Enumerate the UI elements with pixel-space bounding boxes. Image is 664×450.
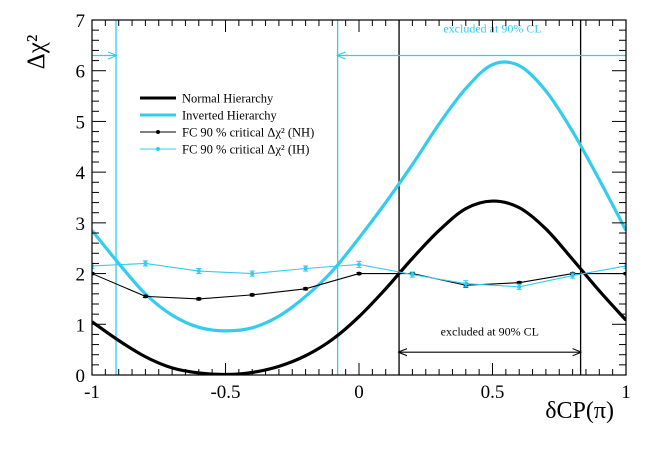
x-tick-label: 1 xyxy=(621,382,631,403)
fc-critical-ih-point xyxy=(517,284,522,289)
y-tick-label: 1 xyxy=(76,315,86,336)
fc-critical-nh-point xyxy=(303,286,308,291)
x-tick-label: -1 xyxy=(84,382,100,403)
fc-critical-nh-point xyxy=(250,292,255,297)
axis-ticks: -1 -0.5 0 0.5 1 0 1 2 3 4 5 6 7 xyxy=(76,11,631,403)
legend-label: Normal Hierarchy xyxy=(182,92,274,106)
legend: Normal Hierarchy Inverted Hierarchy FC 90 … xyxy=(140,92,314,157)
legend-label: FC 90 % critical Δχ² (IH) xyxy=(182,143,309,157)
fc-critical-ih-point xyxy=(303,266,308,271)
x-tick-label: 0.5 xyxy=(481,382,505,403)
fc-critical-ih-point xyxy=(570,273,575,278)
fc-critical-ih-point xyxy=(196,269,201,274)
y-tick-label: 2 xyxy=(76,265,86,286)
x-axis-title: δCP(π) xyxy=(545,398,614,424)
fc-critical-ih-point xyxy=(463,281,468,286)
legend-swatch-ih-fc-point xyxy=(156,147,160,151)
legend-label: Inverted Hierarchy xyxy=(182,109,277,123)
y-tick-label: 6 xyxy=(76,62,86,83)
fc-critical-nh-point xyxy=(143,294,148,299)
fc-critical-ih-point xyxy=(410,272,415,277)
x-tick-label: 0 xyxy=(354,382,364,403)
y-tick-label: 5 xyxy=(76,112,86,133)
plot-frame xyxy=(91,19,627,376)
inverted-hierarchy-curve xyxy=(92,60,626,333)
y-tick-label: 4 xyxy=(76,163,86,184)
nh-excluded-label: excluded at 90% CL xyxy=(441,324,539,338)
y-tick-label: 7 xyxy=(76,11,86,32)
y-axis-title: Δχ² xyxy=(23,35,50,70)
fc-critical-ih-point xyxy=(357,262,361,267)
plot-frame-rect xyxy=(91,19,627,376)
fc-critical-ih-point xyxy=(250,271,255,276)
legend-label: FC 90 % critical Δχ² (NH) xyxy=(182,126,314,140)
y-tick-label: 3 xyxy=(76,214,86,235)
x-tick-label: -0.5 xyxy=(210,382,240,403)
y-tick-label: 0 xyxy=(76,366,86,387)
normal-hierarchy-curve xyxy=(92,199,626,375)
fc-critical-ih-point xyxy=(143,261,148,266)
curves xyxy=(92,20,626,375)
legend-swatch-nh-fc-point xyxy=(156,130,160,134)
fc-critical-nh-point xyxy=(196,296,201,301)
axis-titles: Δχ² δCP(π) xyxy=(23,35,614,424)
fc-critical-nh-point xyxy=(357,271,361,276)
fc-critical-nh-line xyxy=(92,273,626,300)
